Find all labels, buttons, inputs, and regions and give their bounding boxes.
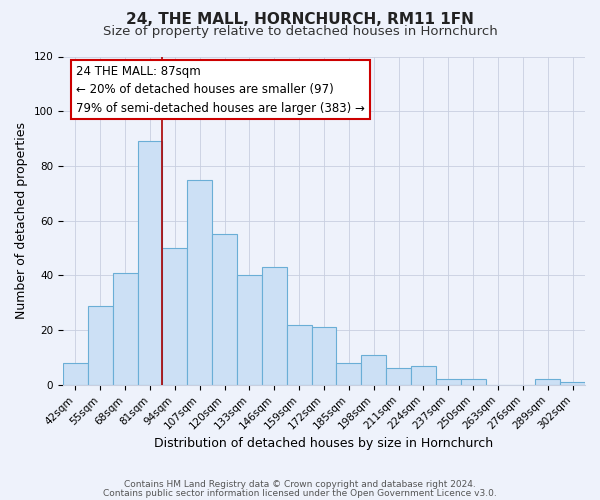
Bar — [436, 380, 461, 385]
Bar — [560, 382, 585, 385]
Bar — [311, 328, 337, 385]
Bar — [535, 380, 560, 385]
Bar — [113, 272, 137, 385]
Text: 24, THE MALL, HORNCHURCH, RM11 1FN: 24, THE MALL, HORNCHURCH, RM11 1FN — [126, 12, 474, 28]
Text: 24 THE MALL: 87sqm
← 20% of detached houses are smaller (97)
79% of semi-detache: 24 THE MALL: 87sqm ← 20% of detached hou… — [76, 64, 365, 114]
Text: Size of property relative to detached houses in Hornchurch: Size of property relative to detached ho… — [103, 25, 497, 38]
Y-axis label: Number of detached properties: Number of detached properties — [15, 122, 28, 319]
Text: Contains HM Land Registry data © Crown copyright and database right 2024.: Contains HM Land Registry data © Crown c… — [124, 480, 476, 489]
Bar — [88, 306, 113, 385]
Bar — [262, 267, 287, 385]
Bar — [63, 363, 88, 385]
Bar — [386, 368, 411, 385]
Bar — [137, 142, 163, 385]
Bar — [163, 248, 187, 385]
Bar — [212, 234, 237, 385]
Text: Contains public sector information licensed under the Open Government Licence v3: Contains public sector information licen… — [103, 488, 497, 498]
X-axis label: Distribution of detached houses by size in Hornchurch: Distribution of detached houses by size … — [154, 437, 494, 450]
Bar — [187, 180, 212, 385]
Bar — [337, 363, 361, 385]
Bar — [411, 366, 436, 385]
Bar — [237, 276, 262, 385]
Bar — [287, 324, 311, 385]
Bar — [461, 380, 485, 385]
Bar — [361, 355, 386, 385]
